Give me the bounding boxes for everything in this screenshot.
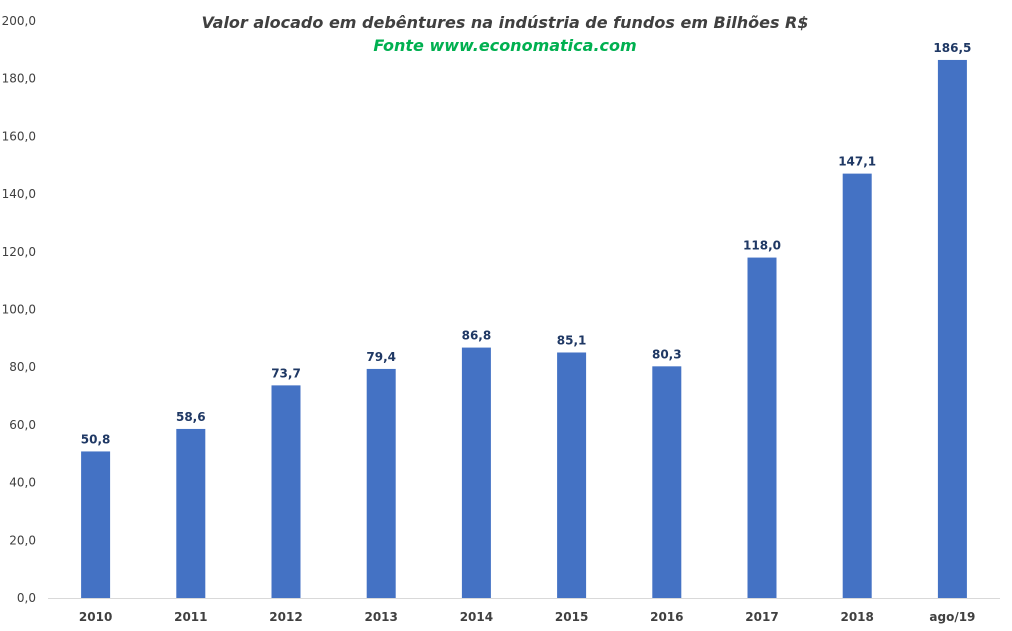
y-tick-label: 60,0 <box>9 418 36 432</box>
bar <box>937 59 967 598</box>
y-tick-label: 20,0 <box>9 533 36 547</box>
data-label: 86,8 <box>462 329 492 343</box>
y-tick-label: 160,0 <box>2 129 36 143</box>
y-tick-label: 80,0 <box>9 360 36 374</box>
x-tick-label: 2018 <box>840 610 873 624</box>
bar <box>652 366 682 598</box>
data-label: 118,0 <box>743 239 781 253</box>
x-tick-label: 2015 <box>555 610 588 624</box>
data-label: 73,7 <box>271 366 301 380</box>
y-tick-label: 200,0 <box>2 14 36 28</box>
bar <box>747 257 777 598</box>
data-label: 79,4 <box>366 350 396 364</box>
bar <box>366 368 396 598</box>
x-tick-label: ago/19 <box>929 610 975 624</box>
data-label: 85,1 <box>557 333 587 347</box>
chart-subtitle: Fonte www.economatica.com <box>373 36 636 55</box>
data-label: 50,8 <box>81 432 111 446</box>
x-axis: 2010 2011 2012 2013 2014 2015 2016 2017 2018 ago/… <box>48 598 1000 624</box>
x-tick-label: 2017 <box>745 610 778 624</box>
bar <box>557 352 587 598</box>
y-tick-label: 100,0 <box>2 303 36 317</box>
data-label: 186,5 <box>933 41 971 55</box>
chart-title: Valor alocado em debêntures na indústria… <box>202 13 809 32</box>
y-tick-label: 140,0 <box>2 187 36 201</box>
bar <box>461 347 491 598</box>
bar <box>176 428 206 598</box>
y-tick-label: 120,0 <box>2 245 36 259</box>
data-label: 80,3 <box>652 347 682 361</box>
x-tick-label: 2013 <box>364 610 397 624</box>
x-tick-label: 2016 <box>650 610 683 624</box>
x-tick-label: 2011 <box>174 610 207 624</box>
bar <box>271 385 301 598</box>
bars: 50,8 58,6 73,7 79,4 86,8 85,1 80,3 118,0 147,1 18… <box>81 41 971 598</box>
data-label: 147,1 <box>838 155 876 169</box>
y-axis: 0,0 20,0 40,0 60,0 80,0 100,0 120,0 140,0 160,0 1… <box>2 14 36 605</box>
x-tick-label: 2014 <box>460 610 493 624</box>
x-tick-label: 2010 <box>79 610 112 624</box>
x-tick-label: 2012 <box>269 610 302 624</box>
y-tick-label: 0,0 <box>17 591 36 605</box>
y-tick-label: 180,0 <box>2 72 36 86</box>
bar <box>842 173 872 598</box>
y-tick-label: 40,0 <box>9 476 36 490</box>
data-label: 58,6 <box>176 410 206 424</box>
bar <box>81 451 111 598</box>
